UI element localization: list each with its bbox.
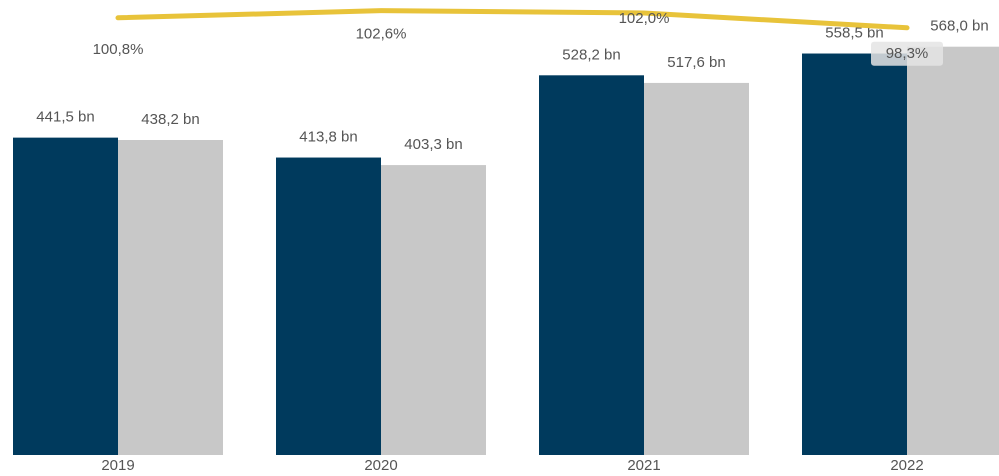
x-tick-label: 2022 <box>890 457 923 474</box>
line-label: 100,8% <box>93 41 144 58</box>
data-label: 413,8 bn <box>299 129 357 146</box>
bar <box>907 46 999 455</box>
x-tick-label: 2021 <box>627 457 660 474</box>
line-label: 102,6% <box>356 26 407 43</box>
bar <box>118 140 223 455</box>
bar <box>644 82 749 455</box>
data-label: 528,2 bn <box>562 46 620 63</box>
data-label: 438,2 bn <box>141 111 199 128</box>
bar <box>802 53 907 455</box>
line-label: 98,3% <box>886 45 929 62</box>
bar <box>381 165 486 455</box>
line-label: 102,0% <box>619 10 670 27</box>
data-label: 441,5 bn <box>36 109 94 126</box>
data-label: 558,5 bn <box>825 24 883 41</box>
bar <box>13 137 118 455</box>
x-tick-label: 2020 <box>364 457 397 474</box>
data-label: 568,0 bn <box>930 18 988 35</box>
label-background <box>871 41 943 66</box>
data-label: 403,3 bn <box>404 136 462 153</box>
x-tick-label: 2019 <box>101 457 134 474</box>
bar <box>276 157 381 456</box>
data-label: 517,6 bn <box>667 54 725 71</box>
line <box>115 8 910 31</box>
bar <box>539 75 644 455</box>
